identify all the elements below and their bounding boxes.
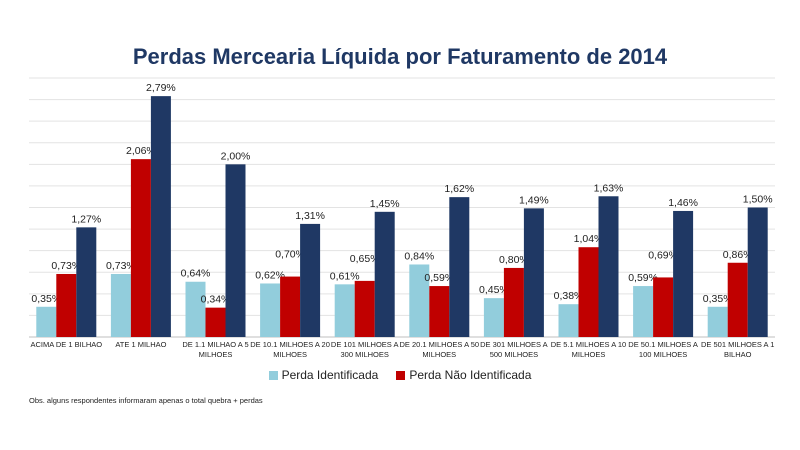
bar-2-4 — [280, 276, 301, 337]
data-label: 0,84% — [404, 250, 434, 262]
data-label: 1,31% — [295, 210, 325, 222]
data-label: 0,69% — [648, 249, 678, 261]
bar-2-6 — [429, 286, 450, 337]
category-label: DE 20.1 MILHOES A 50 — [399, 340, 479, 349]
data-label: 0,34% — [201, 294, 231, 306]
data-label: 0,62% — [255, 269, 285, 281]
bar-3-2 — [150, 96, 171, 337]
bar-3-4 — [300, 223, 321, 337]
bar-1-5 — [334, 284, 355, 337]
category-label: DE 1.1 MILHAO A 5 — [182, 340, 248, 349]
category-label: DE 501 MILHOES A 1 — [701, 340, 774, 349]
category-label: MILHOES — [422, 350, 456, 359]
legend-label-identified: Perda Identificada — [281, 368, 379, 382]
bar-3-8 — [598, 196, 619, 337]
category-label: DE 10.1 MILHOES A 20 — [250, 340, 330, 349]
data-label: 0,70% — [275, 249, 305, 261]
data-label: 0,45% — [479, 284, 509, 296]
data-label: 1,49% — [519, 194, 549, 206]
data-label: 1,45% — [370, 198, 400, 210]
chart-title: Perdas Mercearia Líquida por Faturamento… — [132, 44, 668, 69]
data-label: 0,86% — [723, 249, 753, 261]
data-label: 0,59% — [424, 272, 454, 284]
category-label: DE 301 MILHOES A — [480, 340, 548, 349]
data-label: 0,64% — [181, 268, 211, 280]
category-label: ACIMA DE 1 BILHAO — [30, 340, 102, 349]
bar-3-6 — [449, 197, 470, 337]
bar-2-2 — [130, 159, 151, 337]
data-label: 1,63% — [594, 182, 624, 194]
bar-2-5 — [354, 280, 375, 337]
bar-2-7 — [503, 267, 524, 337]
data-label: 0,73% — [51, 260, 81, 272]
category-label: MILHOES — [572, 350, 606, 359]
bar-1-7 — [483, 298, 504, 337]
bar-2-9 — [653, 277, 674, 337]
bar-1-2 — [110, 273, 131, 337]
data-label: 0,61% — [330, 270, 360, 282]
bar-2-10 — [727, 262, 748, 337]
category-label: BILHAO — [724, 350, 752, 359]
legend-label-unidentified: Perda Não Identificada — [409, 368, 532, 382]
bar-1-3 — [185, 281, 206, 337]
bar-1-10 — [707, 306, 728, 337]
category-label: MILHOES — [199, 350, 233, 359]
bar-2-1 — [56, 273, 77, 337]
footnote: Obs. alguns respondentes informaram apen… — [29, 396, 263, 405]
bar-1-6 — [409, 264, 430, 337]
data-label: 0,59% — [628, 272, 658, 284]
data-label: 1,50% — [743, 194, 773, 206]
legend-swatch-identified — [268, 370, 278, 380]
data-label: 0,35% — [703, 293, 733, 305]
bar-2-3 — [205, 307, 226, 337]
bar-3-3 — [225, 164, 246, 337]
bar-1-8 — [558, 304, 579, 337]
data-label: 0,65% — [350, 253, 380, 265]
data-label: 2,06% — [126, 145, 156, 157]
bar-1-1 — [36, 306, 57, 337]
data-label: 2,79% — [146, 82, 176, 94]
data-label: 0,35% — [31, 293, 61, 305]
data-label: 1,27% — [71, 213, 101, 225]
data-label: 1,62% — [444, 183, 474, 195]
bar-1-4 — [260, 283, 281, 337]
legend: Perda Identificada Perda Não Identificad… — [0, 368, 800, 382]
category-label: DE 101 MILHOES A — [331, 340, 399, 349]
category-label: MILHOES — [273, 350, 307, 359]
data-label: 0,73% — [106, 260, 136, 272]
bar-1-9 — [633, 286, 654, 337]
category-label: DE 5.1 MILHOES A 10 — [551, 340, 626, 349]
data-label: 1,04% — [574, 233, 604, 245]
category-label: 500 MILHOES — [490, 350, 538, 359]
bar-3-5 — [374, 211, 395, 337]
legend-item-unidentified: Perda Não Identificada — [396, 368, 531, 382]
legend-item-identified: Perda Identificada — [268, 368, 379, 382]
bar-3-10 — [747, 207, 768, 337]
data-label: 0,80% — [499, 254, 529, 266]
bar-2-8 — [578, 247, 599, 337]
data-label: 1,46% — [668, 197, 698, 209]
data-label: 0,38% — [554, 290, 584, 302]
category-label: ATE 1 MILHAO — [115, 340, 166, 349]
data-label: 2,00% — [221, 150, 251, 162]
bar-3-1 — [76, 227, 97, 337]
legend-swatch-unidentified — [396, 370, 406, 380]
category-label: DE 50.1 MILHOES A — [628, 340, 698, 349]
category-label: 100 MILHOES — [639, 350, 687, 359]
bar-3-7 — [523, 208, 544, 337]
category-label: 300 MILHOES — [341, 350, 389, 359]
bar-3-9 — [673, 210, 694, 337]
